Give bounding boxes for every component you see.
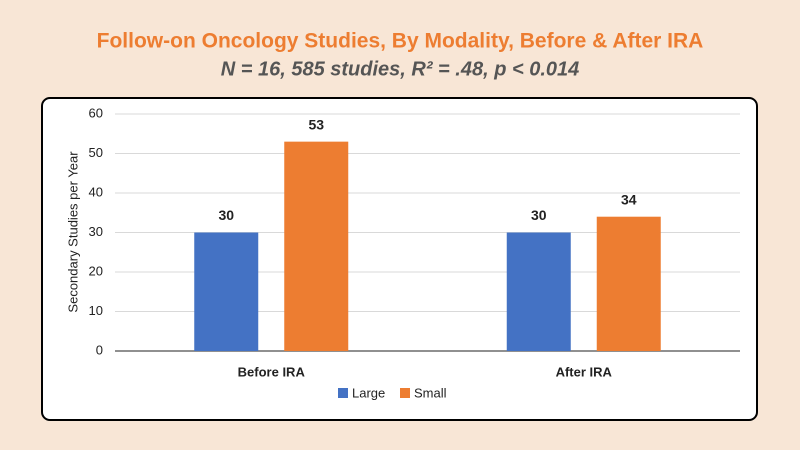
y-tick-label: 50 [89, 145, 103, 160]
bar [194, 232, 259, 351]
legend-label: Large [352, 385, 385, 400]
data-label: 30 [218, 207, 234, 223]
y-tick-label: 0 [96, 342, 103, 357]
legend-swatch [338, 388, 348, 398]
bar [284, 141, 349, 351]
data-label: 34 [621, 191, 637, 207]
legend-swatch [400, 388, 410, 398]
legend-label: Small [414, 385, 447, 400]
y-tick-label: 20 [89, 263, 103, 278]
bar [596, 216, 661, 351]
y-tick-label: 10 [89, 303, 103, 318]
chart-subtitle: N = 16, 585 studies, R² = .48, p < 0.014 [221, 58, 580, 80]
chart-title: Follow-on Oncology Studies, By Modality,… [97, 30, 704, 53]
y-tick-label: 40 [89, 184, 103, 199]
data-label: 53 [308, 116, 324, 132]
data-label: 30 [531, 207, 547, 223]
y-tick-label: 30 [89, 224, 103, 239]
x-tick-label: Before IRA [238, 364, 306, 379]
bar [506, 232, 571, 351]
y-axis-label: Secondary Studies per Year [65, 151, 80, 313]
y-tick-label: 60 [89, 105, 103, 120]
x-tick-label: After IRA [556, 364, 613, 379]
